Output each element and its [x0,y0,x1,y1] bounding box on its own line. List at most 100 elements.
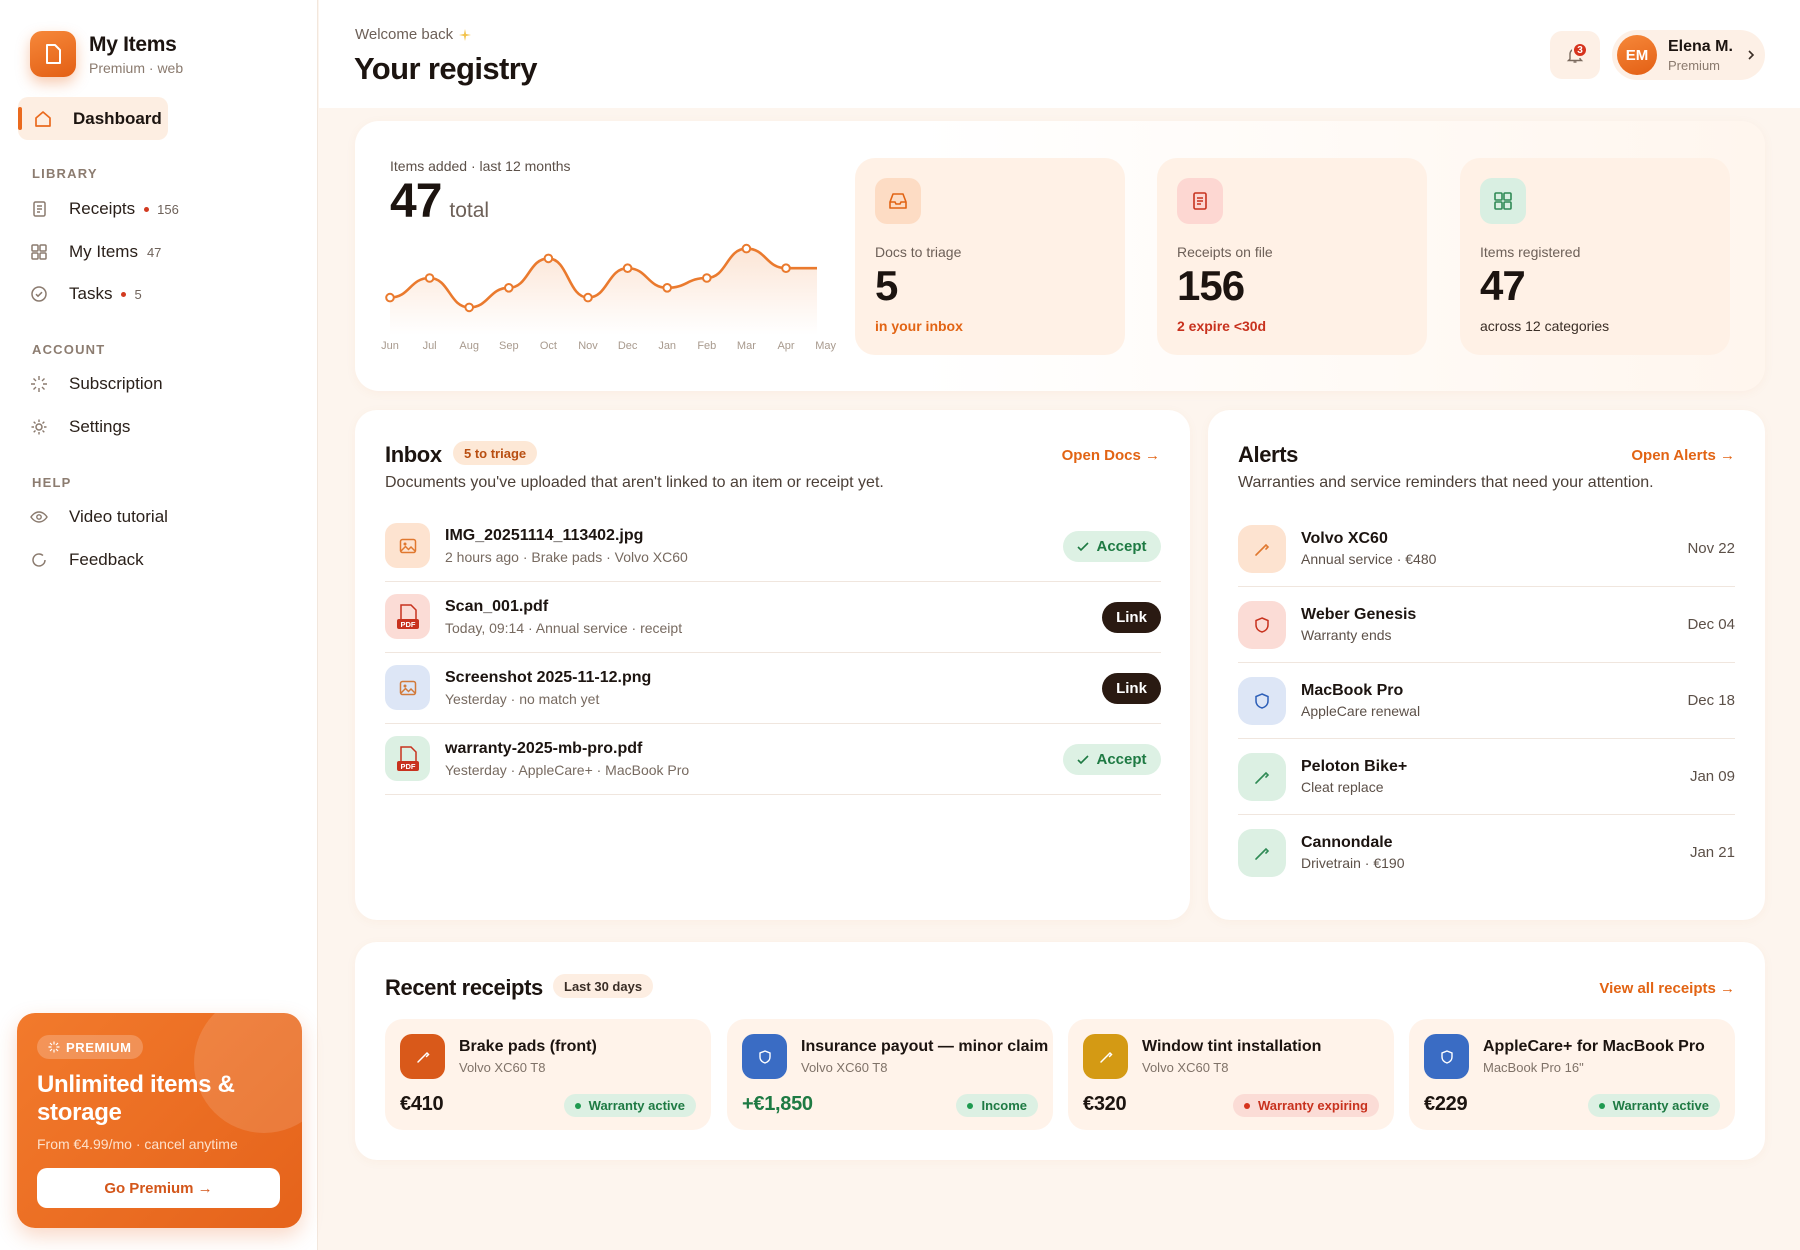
inbox-icon [875,178,921,224]
sidebar-item-my-items[interactable]: My Items 47 [30,237,161,267]
page-title: Your registry [354,51,537,86]
chart-point[interactable] [622,263,633,274]
chart-tick-label: Oct [539,340,557,352]
promo-title: Unlimited items & storage [37,1071,235,1126]
chart-tick-label: May [815,340,836,352]
accept-label: Accept [1096,538,1147,555]
receipt-card[interactable]: Window tint installation Volvo XC60 T8 €… [1068,1019,1394,1130]
alert-meta: Drivetrain · €190 [1301,855,1405,871]
open-alerts-link[interactable]: Open Alerts → [1631,447,1735,464]
tasks-count-value: 5 [134,286,142,302]
sidebar-item-video-tutorial[interactable]: Video tutorial [30,502,168,532]
accept-label: Accept [1096,751,1147,768]
alert-item[interactable]: MacBook Pro AppleCare renewal Dec 18 [1238,663,1735,739]
receipt-card[interactable]: AppleCare+ for MacBook Pro MacBook Pro 1… [1409,1019,1735,1130]
stat-footer: in your inbox [875,318,963,334]
sparkle-icon [459,28,472,41]
alert-meta: Cleat replace [1301,779,1384,795]
chart-point[interactable] [781,263,791,274]
grid-icon [30,242,58,262]
chart-point[interactable] [504,283,514,293]
open-docs-link[interactable]: Open Docs → [1061,447,1160,464]
alerts-title: Alerts [1238,442,1298,467]
receipt-card[interactable]: Insurance payout — minor claim Volvo XC6… [727,1019,1053,1130]
chart-point[interactable] [583,292,593,303]
my-items-count: 47 [146,244,162,260]
list-item[interactable]: PDF Scan_001.pdf Today, 09:14 · Annual s… [385,582,1161,653]
chart-point[interactable] [464,302,474,313]
alert-item[interactable]: Peloton Bike+ Cleat replace Jan 09 [1238,739,1735,815]
eye-icon [30,507,58,527]
chart-tick-label: Apr [777,340,795,352]
file-meta: Yesterday · AppleCare+ · MacBook Pro [445,762,690,778]
alert-date: Jan 09 [1689,768,1735,785]
status-label: Warranty active [588,1098,685,1113]
alert-item[interactable]: Cannondale Drivetrain · €190 Jan 21 [1238,815,1735,891]
brand-title: My Items [89,32,177,56]
accept-button[interactable]: Accept [1063,744,1161,775]
receipts-count-value: 156 [157,201,179,217]
list-item[interactable]: PDF warranty-2025-mb-pro.pdf Yesterday ·… [385,724,1161,795]
alert-item[interactable]: Volvo XC60 Annual service · €480 Nov 22 [1238,511,1735,587]
brand[interactable]: My Items Premium · web [30,31,183,77]
sparkle-icon [30,374,58,394]
image-icon [385,665,430,710]
alert-name: Peloton Bike+ [1301,758,1408,775]
sidebar-item-settings[interactable]: Settings [30,412,130,442]
chart-point[interactable] [543,253,554,264]
list-item[interactable]: IMG_20251114_113402.jpg 2 hours ago · Br… [385,511,1161,582]
receipt-card[interactable]: Brake pads (front) Volvo XC60 T8 €410 Wa… [385,1019,711,1130]
alert-date: Nov 22 [1687,540,1735,557]
link-button[interactable]: Link [1102,602,1161,633]
grid-icon [1480,178,1526,224]
chart-tick-label: Mar [736,340,756,352]
stat-footer: across 12 categories [1480,318,1610,334]
alert-item[interactable]: Weber Genesis Warranty ends Dec 04 [1238,587,1735,663]
sidebar-item-subscription[interactable]: Subscription [30,369,163,399]
chart-point[interactable] [662,283,673,293]
alert-meta: AppleCare renewal [1301,703,1421,719]
chart-tick-label: Aug [459,340,479,352]
total-items-value: 47 [390,175,442,228]
sidebar-item-dashboard[interactable]: Dashboard [18,97,168,140]
stat-card-items-registered[interactable]: Items registered 47 across 12 categories [1460,158,1730,355]
shield-icon [742,1034,787,1079]
stat-label: Receipts on file [1177,244,1273,260]
status-dot [1243,1102,1250,1109]
notifications-button[interactable]: 3 [1550,31,1600,79]
alert-name: Volvo XC60 [1301,530,1388,547]
receipt-amount: €320 [1083,1093,1127,1115]
library-heading: LIBRARY [32,166,98,181]
file-name: IMG_20251114_113402.jpg [445,527,644,544]
list-item[interactable]: Screenshot 2025-11-12.png Yesterday · no… [385,653,1161,724]
user-menu[interactable]: EM Elena M. Premium [1612,30,1765,80]
check-icon [1077,541,1090,551]
stat-card-receipts-on-file[interactable]: Receipts on file 156 2 expire <30d [1157,158,1427,355]
go-premium-button[interactable]: Go Premium → [37,1168,280,1208]
chart-point[interactable] [741,243,752,254]
sidebar-item-tasks[interactable]: Tasks 5 [30,279,142,309]
sidebar-item-receipts[interactable]: Receipts 156 [30,194,179,224]
link-button[interactable]: Link [1102,673,1161,704]
gear-icon [30,417,58,437]
stat-card-docs-to-triage[interactable]: Docs to triage 5 in your inbox [855,158,1125,355]
status-dot [574,1102,581,1109]
user-plan: Premium [1668,57,1721,73]
sidebar-item-feedback[interactable]: Feedback [30,545,144,575]
alert-name: Cannondale [1301,834,1393,851]
status-badge: Warranty expiring [1232,1094,1379,1117]
alert-name: MacBook Pro [1301,682,1404,699]
receipt-amount: €229 [1424,1093,1468,1115]
wrench-icon [1238,525,1286,573]
receipt-title: Insurance payout — minor claim [801,1038,1049,1055]
feedback-icon [30,550,58,570]
view-all-receipts-link[interactable]: View all receipts → [1599,980,1735,997]
receipt-subtitle: Volvo XC60 T8 [801,1060,888,1075]
accept-button[interactable]: Accept [1063,531,1161,562]
chart-point[interactable] [702,273,712,283]
stat-label: Items registered [1480,244,1581,260]
chart-point[interactable] [424,273,435,283]
chart-point[interactable] [385,292,395,303]
chart-tick-label: Dec [617,340,638,352]
date-range-badge: Last 30 days [553,974,654,998]
